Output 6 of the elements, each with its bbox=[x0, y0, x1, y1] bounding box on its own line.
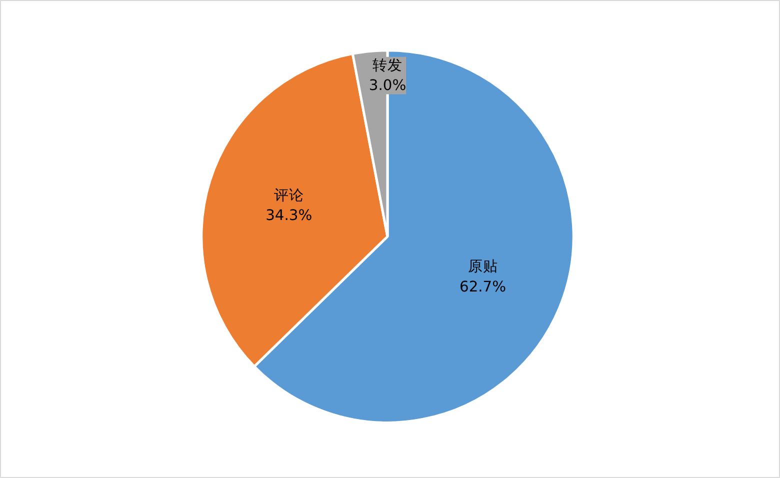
data-label: 34.3% bbox=[266, 207, 312, 224]
data-label: 3.0% bbox=[368, 77, 406, 94]
slice-label: 原贴 bbox=[468, 258, 498, 275]
slice-label: 转发 bbox=[372, 56, 402, 74]
data-label: 62.7% bbox=[460, 278, 506, 296]
slice-label: 评论 bbox=[274, 186, 304, 204]
